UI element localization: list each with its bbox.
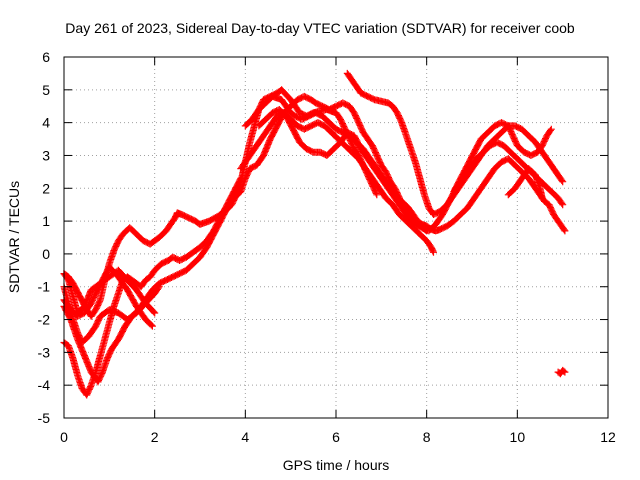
data-point: [430, 248, 437, 256]
data-point: [561, 227, 569, 235]
data-point: [558, 199, 566, 207]
y-tick-label: 4: [42, 115, 50, 131]
chart-title: Day 261 of 2023, Sidereal Day-to-day VTE…: [65, 20, 575, 36]
data-point: [151, 309, 159, 317]
y-axis-tick-labels: -5 -4 -3 -2 -1 0 1 2 3 4 5 6: [38, 49, 51, 426]
data-point: [560, 226, 568, 234]
y-tick-label: -1: [38, 279, 51, 295]
x-tick-label: 6: [332, 429, 340, 445]
series-satellite-track-13: [554, 366, 569, 378]
data-point: [546, 127, 554, 134]
y-tick-label: 5: [42, 82, 50, 98]
data-point: [559, 178, 567, 186]
x-tick-label: 12: [600, 429, 616, 445]
data-point: [147, 321, 155, 329]
y-axis-label: SDTVAR / TECUs: [6, 181, 22, 293]
x-tick-label: 4: [241, 429, 249, 445]
data-point: [561, 368, 569, 376]
series-satellite-track-4: [60, 86, 381, 320]
x-axis-label: GPS time / hours: [283, 457, 390, 473]
y-tick-label: 0: [42, 246, 50, 262]
y-tick-label: 3: [42, 147, 50, 163]
y-tick-label: 2: [42, 180, 50, 196]
data-point: [150, 308, 158, 316]
x-tick-label: 10: [510, 429, 526, 445]
y-tick-label: 1: [42, 213, 50, 229]
data-points: [60, 69, 569, 399]
series-satellite-track-11: [450, 119, 555, 196]
x-tick-label: 2: [151, 429, 159, 445]
x-axis-tick-labels: 0 2 4 6 8 10 12: [60, 429, 616, 445]
x-tick-label: 8: [423, 429, 431, 445]
data-point: [560, 367, 568, 375]
data-point: [559, 201, 567, 209]
series-satellite-track-9: [237, 109, 437, 256]
y-tick-label: -2: [38, 312, 51, 328]
series-satellite-track-12: [504, 165, 569, 235]
y-tick-label: 6: [42, 49, 50, 65]
y-tick-label: -3: [38, 344, 51, 360]
data-point: [148, 322, 156, 330]
x-tick-label: 0: [60, 429, 68, 445]
series-satellite-track-10: [343, 69, 567, 218]
data-point: [558, 177, 566, 184]
data-point: [373, 191, 381, 199]
axis-ticks: [63, 56, 609, 419]
data-point: [96, 297, 104, 305]
y-tick-label: -5: [38, 410, 51, 426]
data-point: [547, 125, 555, 133]
y-tick-label: -4: [38, 377, 51, 393]
